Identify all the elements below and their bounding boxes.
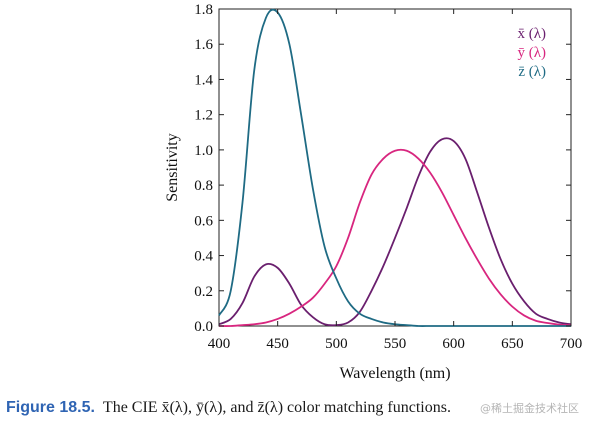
legend-entry-2: z̄ (λ) bbox=[518, 64, 546, 80]
legend-entry-0: x̄ (λ) bbox=[517, 26, 546, 42]
figure-caption: Figure 18.5. The CIE x̄(λ), ȳ(λ), and z̄(… bbox=[6, 399, 451, 417]
series-line-1 bbox=[218, 148, 572, 327]
y-tick-label-0.0: 0.0 bbox=[194, 319, 213, 335]
x-axis-title: Wavelength (nm) bbox=[339, 365, 450, 382]
x-tick-label-450: 450 bbox=[266, 336, 289, 352]
caption-text: The CIE x̄(λ), ȳ(λ), and z̄(λ) color mat… bbox=[102, 399, 451, 416]
y-tick-label-1.6: 1.6 bbox=[194, 37, 213, 53]
y-tick-label-1.4: 1.4 bbox=[194, 72, 213, 88]
legend: x̄ (λ) ȳ (λ) z̄ (λ) bbox=[517, 26, 546, 80]
y-tick-label-1.2: 1.2 bbox=[194, 108, 213, 124]
legend-entry-1: ȳ (λ) bbox=[517, 45, 546, 61]
series-line-0 bbox=[218, 137, 572, 327]
x-tick-label-500: 500 bbox=[325, 336, 348, 352]
y-tick-label-1.0: 1.0 bbox=[194, 143, 213, 159]
x-tick-label-600: 600 bbox=[442, 336, 465, 352]
x-tick-label-400: 400 bbox=[208, 336, 231, 352]
x-tick-label-550: 550 bbox=[384, 336, 407, 352]
figure-label: Figure 18.5. bbox=[6, 399, 95, 416]
y-axis-title: Sensitivity bbox=[164, 133, 181, 201]
cie-color-matching-chart: 400 450 500 550 600 650 700 0.0 0.2 0.4 0.6 0.8 1.0 1… bbox=[164, 2, 582, 382]
y-tick-label-1.8: 1.8 bbox=[194, 2, 213, 18]
y-tick-label-0.2: 0.2 bbox=[194, 284, 213, 300]
y-tick-label-0.8: 0.8 bbox=[194, 178, 213, 194]
y-tick-label-0.6: 0.6 bbox=[194, 213, 213, 229]
watermark: @稀土掘金技术社区 bbox=[480, 402, 579, 415]
x-tick-label-650: 650 bbox=[501, 336, 524, 352]
y-tick-label-0.4: 0.4 bbox=[194, 249, 213, 265]
axes-layer: 400 450 500 550 600 650 700 0.0 0.2 0.4 0.6 0.8 1.0 1… bbox=[194, 2, 582, 352]
x-tick-label-700: 700 bbox=[560, 336, 583, 352]
